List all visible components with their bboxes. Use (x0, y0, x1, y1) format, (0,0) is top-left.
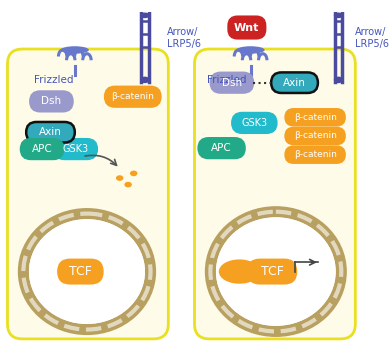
Text: Wnt: Wnt (234, 23, 259, 33)
FancyBboxPatch shape (232, 113, 277, 133)
Text: Dsh: Dsh (41, 96, 62, 106)
Ellipse shape (116, 175, 123, 181)
Ellipse shape (334, 77, 343, 83)
FancyBboxPatch shape (210, 72, 254, 93)
FancyBboxPatch shape (58, 260, 103, 284)
Ellipse shape (61, 46, 89, 54)
FancyBboxPatch shape (248, 260, 296, 284)
Ellipse shape (23, 214, 151, 330)
Text: Dsh: Dsh (222, 78, 242, 88)
Text: β-catenin: β-catenin (294, 131, 337, 140)
Ellipse shape (219, 260, 260, 284)
FancyBboxPatch shape (285, 109, 345, 126)
Text: Frizzled: Frizzled (207, 75, 247, 85)
Ellipse shape (334, 13, 343, 18)
Text: β-catenin: β-catenin (294, 113, 337, 122)
Ellipse shape (140, 13, 150, 18)
Text: Frizzled: Frizzled (34, 75, 74, 85)
Text: Arrow/
LRP5/6: Arrow/ LRP5/6 (355, 27, 389, 49)
Ellipse shape (216, 217, 336, 326)
Text: Axin: Axin (39, 127, 62, 137)
Text: GSK3: GSK3 (63, 144, 89, 154)
FancyBboxPatch shape (195, 49, 355, 339)
Ellipse shape (124, 182, 132, 188)
FancyBboxPatch shape (271, 72, 318, 93)
FancyBboxPatch shape (228, 16, 266, 39)
FancyBboxPatch shape (285, 146, 345, 163)
Ellipse shape (210, 212, 341, 332)
Text: Arrow/
LRP5/6: Arrow/ LRP5/6 (167, 27, 201, 49)
Text: APC: APC (32, 144, 52, 154)
Text: β-catenin: β-catenin (294, 150, 337, 159)
Text: TCF: TCF (69, 265, 92, 278)
Ellipse shape (237, 46, 265, 54)
FancyBboxPatch shape (198, 138, 245, 159)
Ellipse shape (140, 77, 150, 83)
FancyBboxPatch shape (21, 139, 64, 159)
Text: β-catenin: β-catenin (111, 92, 154, 101)
FancyBboxPatch shape (285, 127, 345, 144)
Text: APC: APC (211, 143, 232, 153)
FancyBboxPatch shape (30, 91, 73, 112)
FancyBboxPatch shape (54, 139, 97, 159)
Text: GSK3: GSK3 (241, 118, 268, 128)
Ellipse shape (130, 170, 137, 176)
FancyBboxPatch shape (26, 122, 75, 142)
FancyBboxPatch shape (7, 49, 168, 339)
Text: TCF: TCF (261, 265, 284, 278)
Text: Axin: Axin (283, 78, 306, 88)
FancyBboxPatch shape (105, 86, 161, 107)
Ellipse shape (29, 219, 145, 324)
